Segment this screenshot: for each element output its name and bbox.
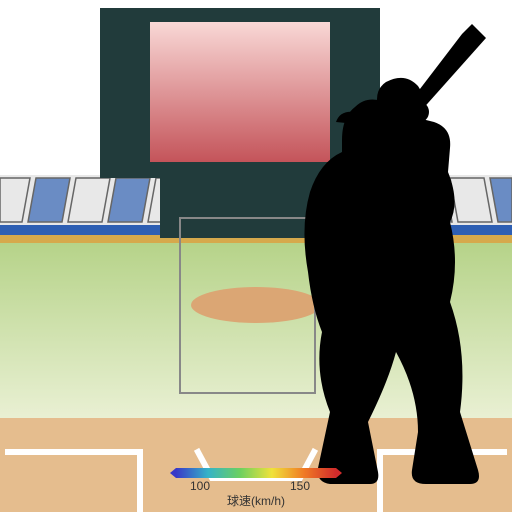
pitchers-mound <box>191 287 321 323</box>
legend-tick-100: 100 <box>190 479 210 493</box>
scene-svg: 100 150 球速(km/h) <box>0 0 512 512</box>
baseball-strikezone-diagram: 100 150 球速(km/h) <box>0 0 512 512</box>
legend-tick-150: 150 <box>290 479 310 493</box>
legend-label: 球速(km/h) <box>227 494 285 508</box>
scoreboard-screen <box>150 22 330 162</box>
